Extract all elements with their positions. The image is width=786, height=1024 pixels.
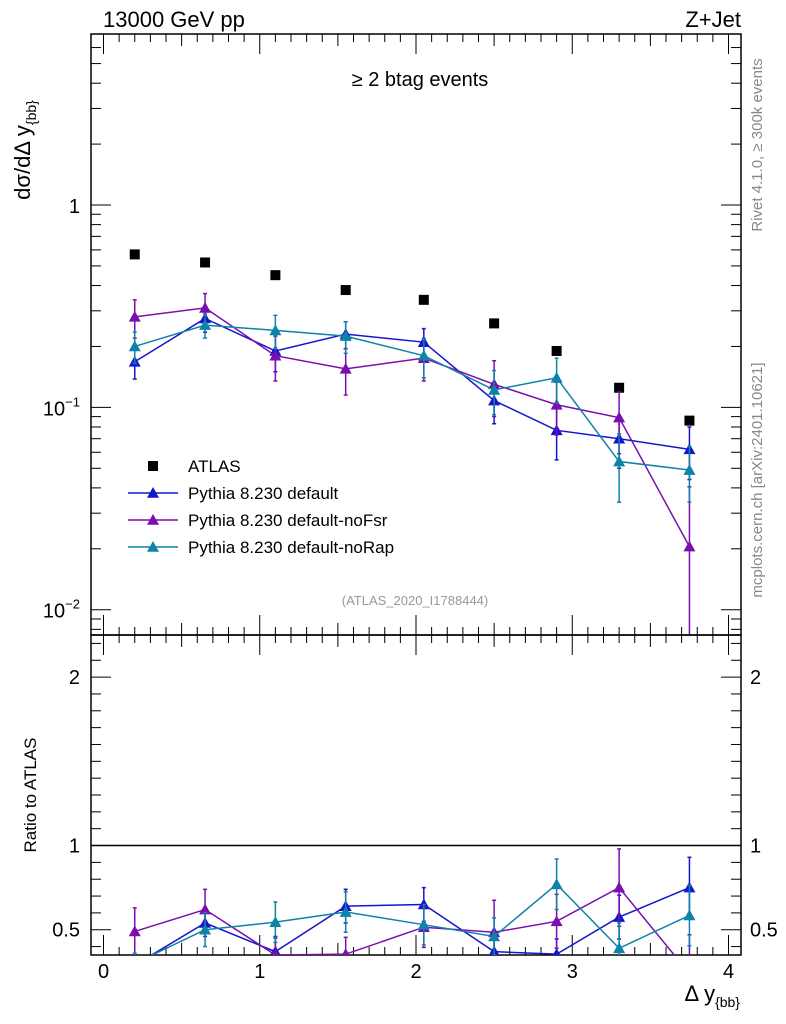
data-point-triangle [339, 330, 352, 341]
legend-label: ATLAS [188, 457, 241, 476]
ratio-data-point [341, 948, 350, 955]
ratio-data-point [339, 906, 352, 917]
ratio-series-2 [129, 858, 696, 968]
mcplots-label: mcplots.cern.ch [arXiv:2401.10621] [749, 362, 766, 597]
data-point-triangle [488, 383, 501, 395]
ratio-y-tick-label-right: 0.5 [750, 920, 778, 942]
data-point-triangle [683, 540, 696, 552]
ratio-data-point [550, 915, 563, 927]
x-tick-label: 4 [723, 961, 734, 983]
process-label: Z+Jet [685, 7, 741, 32]
ratio-data-point [129, 957, 141, 968]
x-tick-label: 0 [98, 961, 109, 983]
rivet-version-label: Rivet 4.1.0, ≥ 300k events [749, 58, 766, 231]
data-point-square [200, 257, 211, 268]
ratio-data-point [417, 918, 430, 930]
y-tick-label: 10−2 [43, 597, 80, 623]
main-title: ≥ 2 btag events [352, 69, 489, 91]
ratio-series-line [150, 886, 690, 955]
legend-marker-triangle [147, 541, 159, 552]
data-point-triangle [417, 349, 430, 361]
x-tick-label: 1 [254, 961, 265, 983]
main-panel: ≥ 2 btag events (ATLAS_2020_I1788444) dσ… [10, 33, 742, 636]
ratio-data-marks [128, 848, 696, 979]
legend-marker-square [148, 461, 158, 471]
ratio-data-point [552, 948, 561, 955]
ratio-y-tick-label-right: 1 [750, 836, 761, 858]
main-data-marks [128, 249, 696, 635]
main-y-ticks: 1 10−1 10−2 [43, 33, 741, 630]
ratio-series-1 [128, 848, 695, 979]
data-point-triangle [269, 324, 282, 336]
data-point-square [129, 249, 140, 260]
data-point-triangle [613, 411, 626, 423]
data-point-square [684, 415, 695, 426]
ratio-data-point [683, 968, 695, 979]
ratio-data-point [613, 942, 626, 954]
ratio-data-point [128, 925, 141, 937]
data-point-square [340, 285, 351, 296]
ratio-series-line [150, 883, 690, 955]
data-point-triangle [683, 464, 696, 475]
data-point-square [551, 345, 562, 356]
ratio-data-point [269, 916, 282, 927]
series-line [134, 324, 690, 471]
ratio-data-point [488, 930, 501, 942]
ratio-y-ticks: 0.5 0.5 1 1 2 2 [52, 642, 778, 948]
main-y-axis-label: dσ/dΔ y{bb} [10, 100, 39, 200]
data-point-triangle [550, 398, 563, 410]
legend-marker-triangle [147, 487, 159, 498]
ratio-data-point [199, 923, 212, 935]
y-tick-label: 1 [69, 196, 80, 218]
legend-label: Pythia 8.230 default-noRap [188, 538, 394, 557]
ratio-y-tick-label-right: 2 [750, 667, 761, 689]
ratio-y-tick-label-left: 1 [69, 836, 80, 858]
x-axis-label: Δ y{bb} [684, 981, 740, 1010]
data-point-triangle [128, 310, 141, 322]
energy-label: 13000 GeV pp [103, 7, 245, 32]
ratio-panel: Ratio to ATLAS 0.5 0.5 1 1 2 2 0 1 2 3 4 Δ y{bb} [21, 634, 778, 1010]
ratio-y-tick-label-left: 0.5 [52, 920, 80, 942]
data-point-triangle [339, 362, 352, 374]
data-point-square [489, 318, 500, 329]
ratio-data-point [272, 949, 279, 955]
ratio-data-point [683, 909, 696, 921]
data-point-triangle [269, 349, 282, 361]
series-line [134, 317, 690, 451]
data-point-triangle [613, 455, 626, 467]
ratio-x-ticks: 0 1 2 3 4 [98, 635, 734, 983]
ratio-y-axis-label: Ratio to ATLAS [21, 738, 40, 853]
legend-label: Pythia 8.230 default [188, 484, 339, 503]
x-tick-label: 3 [567, 961, 578, 983]
data-point-triangle [199, 319, 212, 330]
ratio-y-tick-label-left: 2 [69, 667, 80, 689]
main-x-ticks [103, 34, 729, 635]
data-point-triangle [199, 301, 212, 313]
series-0 [129, 249, 695, 426]
data-point-triangle [128, 340, 141, 352]
ratio-data-point [129, 959, 141, 970]
series-1 [128, 305, 696, 481]
legend: ATLAS Pythia 8.230 default Pythia 8.230 de… [128, 457, 394, 557]
ratio-data-point [199, 903, 212, 915]
ratio-data-point [613, 881, 626, 893]
data-point-square [614, 382, 625, 393]
x-tick-label: 2 [410, 961, 421, 983]
data-point-triangle [550, 371, 563, 383]
ratio-data-point [550, 878, 563, 890]
data-point-square [418, 294, 429, 305]
legend-marker-triangle [147, 514, 159, 525]
watermark: (ATLAS_2020_I1788444) [342, 593, 488, 608]
legend-label: Pythia 8.230 default-noFsr [188, 511, 388, 530]
data-point-square [270, 270, 281, 281]
y-tick-label: 10−1 [43, 394, 80, 420]
ratio-series-0 [129, 856, 696, 970]
series-3 [128, 313, 696, 503]
